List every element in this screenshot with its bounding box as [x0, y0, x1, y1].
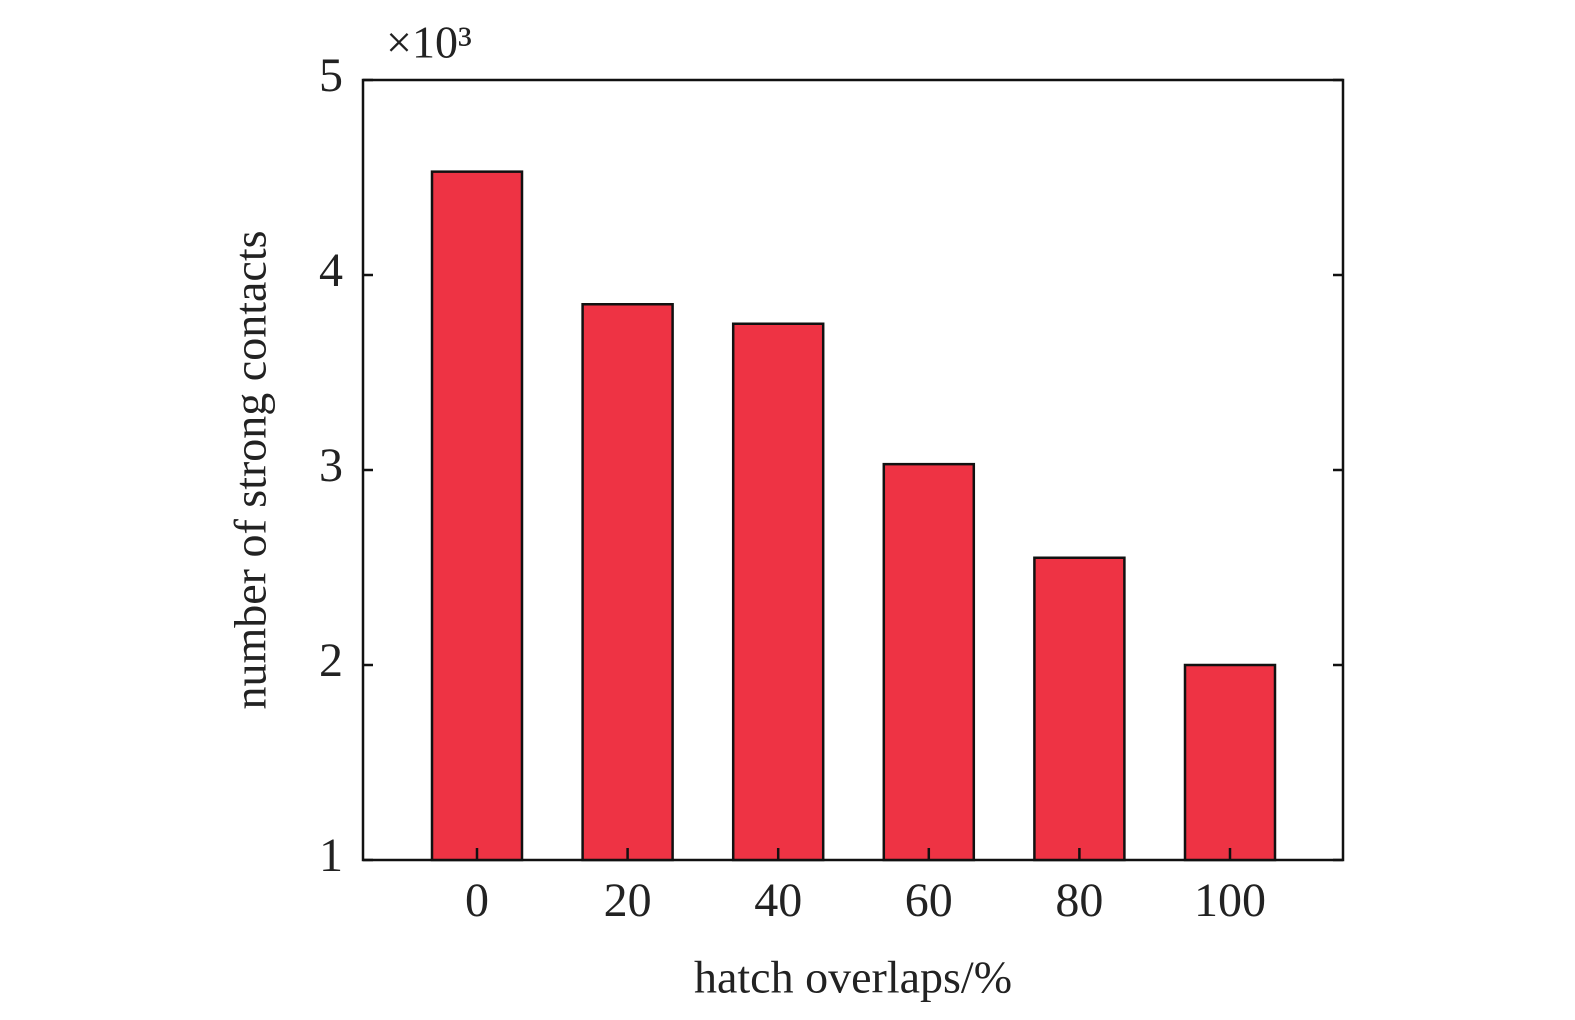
y-axis-label: number of strong contacts — [225, 230, 276, 709]
x-tick-label: 0 — [465, 874, 489, 927]
y-tick-label: 4 — [319, 244, 343, 297]
bar — [581, 303, 674, 862]
y-tick-label: 5 — [319, 49, 343, 102]
bar — [1033, 556, 1126, 862]
x-tick-label: 80 — [1055, 874, 1103, 927]
y-tick-label: 3 — [319, 439, 343, 492]
x-tick-label: 60 — [905, 874, 953, 927]
x-axis-label: hatch overlaps/% — [694, 952, 1012, 1003]
x-tick-label: 40 — [754, 874, 802, 927]
bar — [882, 462, 976, 862]
x-tick-label: 20 — [604, 874, 652, 927]
bar — [731, 322, 825, 862]
bar — [430, 170, 524, 862]
y-multiplier: ×10³ — [386, 17, 472, 68]
bar — [1183, 663, 1277, 862]
y-tick-label: 2 — [319, 634, 343, 687]
y-tick-label: 1 — [319, 829, 343, 882]
x-tick-label: 100 — [1194, 874, 1266, 927]
